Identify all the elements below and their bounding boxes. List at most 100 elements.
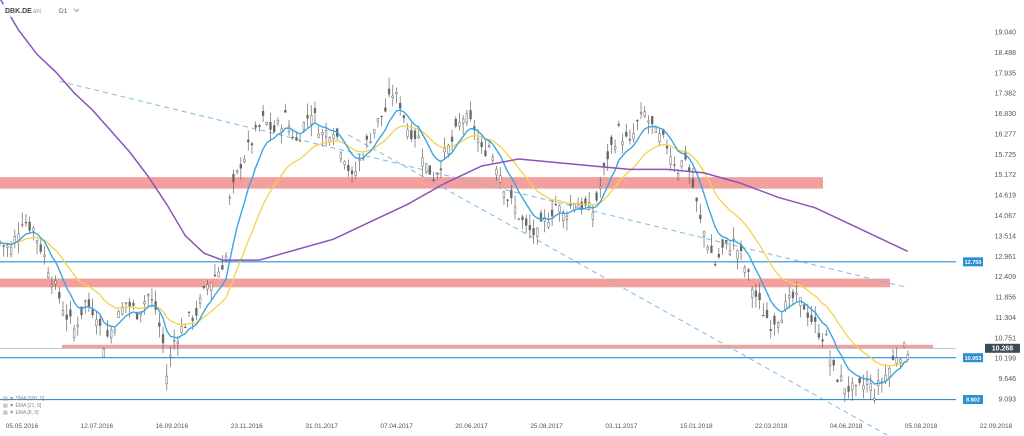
chevron-down-icon[interactable]	[73, 8, 80, 13]
candle-body	[754, 290, 758, 297]
moving-averages	[0, 0, 909, 385]
candle-body	[254, 125, 257, 128]
candle-body	[676, 173, 680, 179]
candle-body	[21, 223, 24, 226]
symbol-label[interactable]: DBK.DE	[5, 8, 32, 15]
indicator-sma200-label[interactable]: ▤ ▼ SMA [200, 0]	[3, 396, 45, 402]
candle-body	[221, 265, 224, 270]
candle-body	[599, 186, 602, 189]
price-tick-label: 14.067	[995, 213, 1017, 220]
candle-body	[810, 314, 813, 322]
candle-body	[161, 334, 165, 344]
candle-body	[228, 196, 231, 199]
candle-body	[450, 136, 454, 142]
candle-body	[854, 384, 858, 387]
candle-body	[158, 322, 161, 327]
candle-body	[35, 240, 39, 244]
candle-body	[547, 222, 550, 228]
sma200-line	[0, 0, 909, 261]
candle-body	[69, 309, 72, 317]
candle-body	[399, 102, 402, 109]
candle-body	[198, 297, 202, 304]
candle-body	[191, 317, 194, 322]
candle-body	[332, 134, 335, 140]
candle-body	[517, 218, 520, 220]
candle-body	[436, 173, 439, 175]
candle-body	[243, 158, 246, 162]
candle-body	[480, 142, 483, 148]
time-axis[interactable]: 05.05.2016 12.07.2016 16.09.2016 23.11.2016…	[6, 423, 1013, 430]
trend-channel	[59, 80, 908, 436]
date-tick-label: 25.08.2017	[530, 423, 563, 430]
candle-body	[84, 300, 87, 302]
candle-body	[54, 280, 57, 285]
candle-body	[43, 254, 46, 257]
candle-body	[802, 304, 806, 310]
candle-body	[6, 245, 9, 248]
indicator-ema8-label[interactable]: ▤ ▼ EMA [8, 0]	[3, 410, 39, 416]
candle-body	[617, 123, 620, 126]
channel-line	[348, 134, 890, 436]
candle-body	[569, 204, 572, 206]
candle-body	[780, 319, 783, 324]
candle-body	[862, 385, 865, 390]
indicator-legend: ▤ ▼ SMA [200, 0] ▤ ▼ EMA [21, 0] ▤ ▼ EMA…	[3, 396, 45, 416]
candle-body	[72, 328, 76, 338]
candle-body	[143, 301, 146, 305]
candle-body	[821, 339, 824, 342]
candle-body	[210, 282, 213, 291]
price-axis[interactable]: 19.040 18.488 17.935 17.382 16.830 16.277 15.7…	[995, 30, 1017, 404]
candle-body	[39, 244, 42, 252]
candle-body	[765, 309, 769, 318]
candle-body	[836, 379, 839, 382]
candle-body	[102, 348, 105, 358]
price-tick-label: 14.619	[995, 193, 1017, 200]
indicator-ema21-label[interactable]: ▤ ▼ EMA [21, 0]	[3, 403, 42, 409]
candle-body	[762, 315, 765, 317]
resistance-zone	[0, 278, 890, 288]
candle-body	[376, 118, 380, 122]
candle-body	[487, 145, 491, 147]
candle-body	[858, 377, 861, 383]
toolbar-background	[3, 4, 83, 17]
candle-body	[795, 292, 798, 295]
candle-body	[261, 111, 265, 116]
candle-body	[484, 150, 487, 156]
candle-body	[747, 269, 750, 272]
candle-body	[621, 141, 624, 146]
candle-body	[525, 218, 528, 226]
candle-body	[284, 109, 287, 113]
candle-body	[869, 383, 872, 391]
candle-body	[873, 398, 876, 401]
candle-body	[421, 157, 424, 167]
candle-body	[235, 170, 239, 173]
candle-body	[832, 359, 835, 366]
symbol-toolbar[interactable]: DBK.DE ahi D1	[3, 4, 83, 17]
candle-body	[150, 299, 154, 301]
candle-body	[28, 221, 31, 231]
candle-body	[625, 131, 628, 137]
candle-body	[358, 159, 361, 161]
candle-body	[402, 115, 406, 119]
candle-body	[502, 191, 506, 199]
price-tag-label: 10.268	[992, 345, 1014, 352]
candle-body	[610, 136, 613, 145]
candle-body	[843, 388, 846, 395]
candle-body	[395, 91, 398, 94]
candle-body	[128, 301, 131, 307]
timeframe-selector[interactable]: D1	[59, 8, 68, 15]
candle-body	[736, 250, 739, 259]
candle-body	[169, 355, 172, 358]
date-tick-label: 15.01.2018	[680, 423, 713, 430]
candle-body	[173, 339, 176, 342]
candle-body	[365, 135, 368, 140]
candle-body	[891, 355, 895, 360]
date-tick-label: 31.01.2017	[305, 423, 338, 430]
chart-type-selector[interactable]: ahi	[33, 9, 41, 15]
candle-body	[202, 286, 205, 288]
candle-body	[776, 322, 780, 328]
candle-body	[591, 212, 595, 220]
price-tick-label: 19.040	[995, 30, 1017, 37]
candle-body	[413, 130, 417, 139]
